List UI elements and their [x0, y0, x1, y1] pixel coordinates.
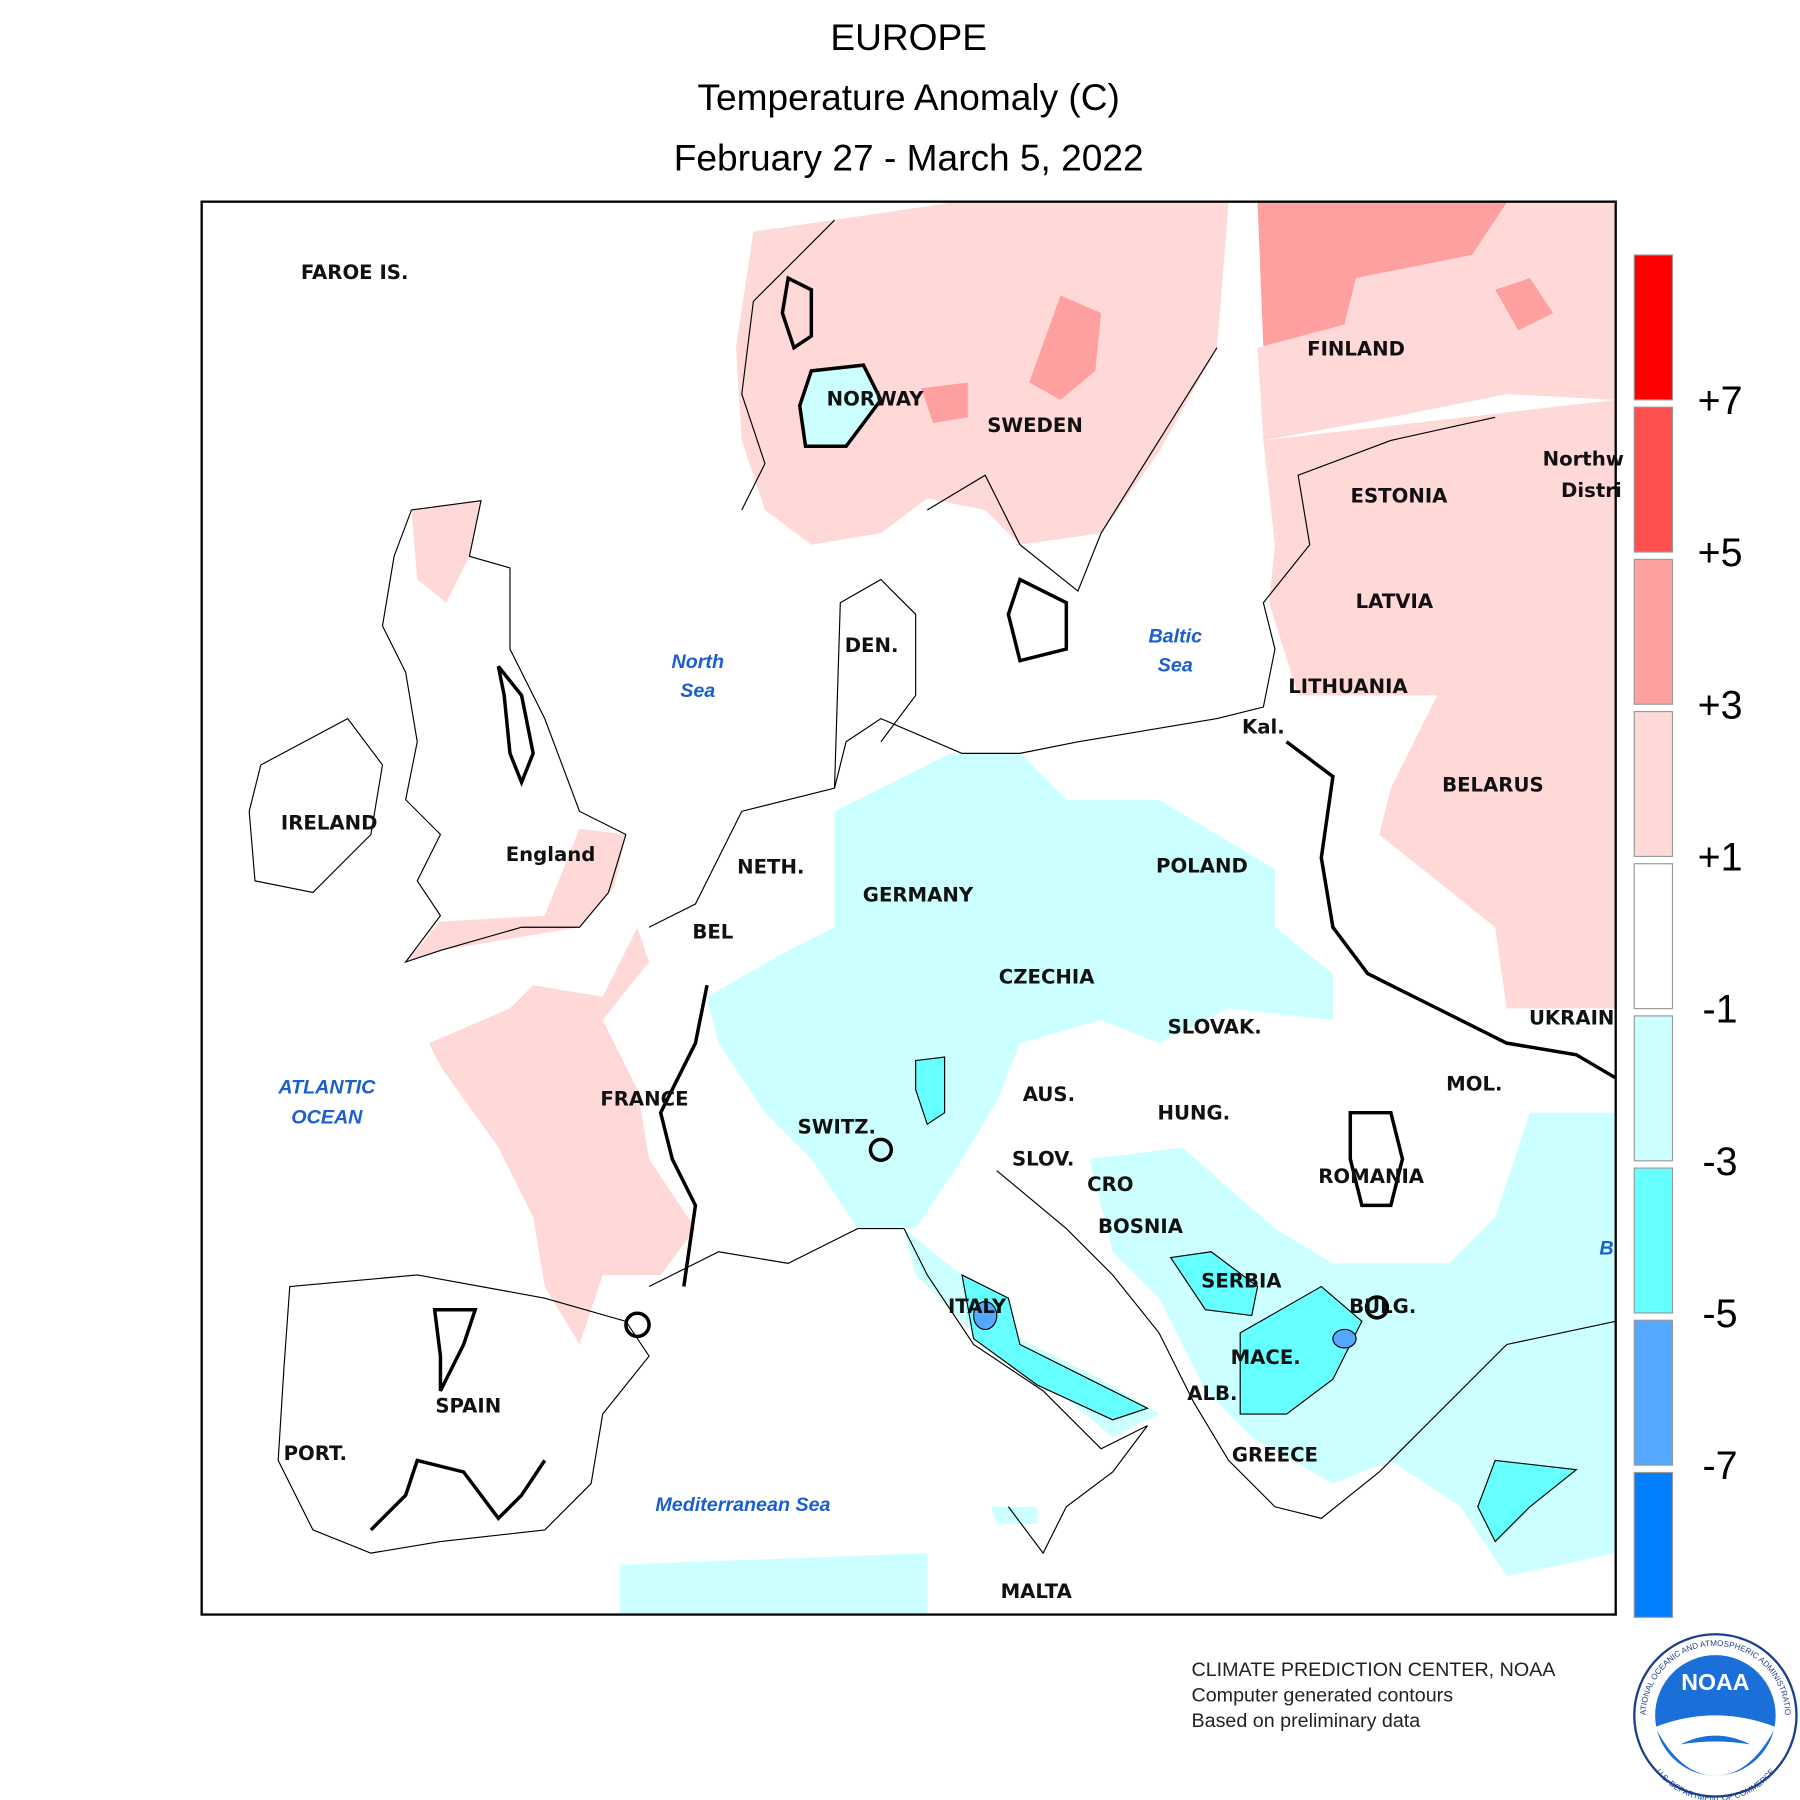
legend-swatch [1633, 254, 1674, 401]
footer-line: Based on preliminary data [1192, 1710, 1421, 1732]
place-label: BELARUS [1442, 773, 1544, 796]
legend-swatch [1633, 406, 1674, 553]
place-label: FRANCE [600, 1087, 688, 1110]
place-label: ESTONIA [1351, 485, 1449, 508]
date-range: February 27 - March 5, 2022 [674, 136, 1144, 178]
water-label: ATLANTIC [277, 1077, 376, 1099]
place-label: SLOVAK. [1168, 1016, 1262, 1039]
place-label: CRO [1087, 1173, 1133, 1196]
legend-swatch [1633, 710, 1674, 857]
legend-label: +7 [1698, 379, 1743, 423]
legend-swatch [1633, 1319, 1674, 1466]
place-label: CZECHIA [999, 966, 1095, 989]
footer-line: CLIMATE PREDICTION CENTER, NOAA [1192, 1659, 1557, 1681]
place-label: Distri [1561, 479, 1622, 502]
place-label: MACE. [1231, 1346, 1301, 1369]
place-label: GERMANY [863, 883, 974, 906]
water-label: OCEAN [291, 1107, 363, 1129]
legend-swatch [1633, 1015, 1674, 1162]
place-label: Northw [1543, 448, 1624, 471]
legend-swatch [1633, 1167, 1674, 1314]
place-label: BOSNIA [1098, 1215, 1184, 1238]
place-label: BEL [692, 921, 733, 944]
place-label: SLOV. [1012, 1148, 1074, 1171]
legend-swatch [1633, 1471, 1674, 1618]
legend-label: -5 [1703, 1292, 1738, 1336]
place-label: NETH. [737, 856, 804, 879]
water-label: North [671, 651, 724, 673]
legend-swatch [1633, 558, 1674, 705]
legend-label: -3 [1703, 1140, 1738, 1184]
place-label: DEN. [845, 634, 899, 657]
logo-text: NOAA [1681, 1669, 1749, 1695]
place-label: FAROE IS. [301, 261, 409, 284]
water-label: Sea [1158, 655, 1193, 677]
map-frame [200, 200, 1617, 1616]
place-label: POLAND [1156, 854, 1248, 877]
footer-line: Computer generated contours [1192, 1684, 1454, 1706]
title: EUROPE [830, 16, 987, 58]
water-label: Baltic [1148, 626, 1202, 648]
place-label: PORT. [284, 1442, 347, 1465]
place-label: HUNG. [1158, 1101, 1231, 1124]
place-label: MALTA [1001, 1580, 1073, 1603]
place-label: Kal. [1242, 715, 1285, 738]
place-label: SERBIA [1201, 1269, 1282, 1292]
place-label: SPAIN [435, 1395, 501, 1418]
place-label: AUS. [1023, 1083, 1075, 1106]
legend-label: -7 [1703, 1444, 1738, 1488]
place-label: LITHUANIA [1288, 675, 1408, 698]
place-label: England [506, 843, 596, 866]
legend-label: +3 [1698, 683, 1743, 727]
legend: +7 +5 +3 +1 -1 -3 -5 -7 [1633, 254, 1743, 1618]
place-label: IRELAND [281, 812, 378, 835]
legend-swatch [1633, 863, 1674, 1010]
place-label: ITALY [948, 1295, 1007, 1318]
place-label: UKRAIN [1529, 1006, 1614, 1029]
place-label: SWITZ. [798, 1115, 876, 1138]
place-label: ALB. [1187, 1382, 1237, 1405]
place-label: NORWAY [827, 387, 925, 410]
place-label: MOL. [1446, 1072, 1502, 1095]
map [201, 201, 1616, 1615]
water-label: B [1599, 1238, 1613, 1260]
legend-label: +5 [1698, 531, 1743, 575]
place-label: GREECE [1232, 1443, 1318, 1466]
legend-label: +1 [1698, 835, 1743, 879]
water-label: Sea [680, 680, 715, 702]
place-label: BULG. [1349, 1295, 1416, 1318]
place-label: LATVIA [1356, 590, 1434, 613]
subtitle: Temperature Anomaly (C) [697, 76, 1119, 118]
place-label: SWEDEN [987, 414, 1083, 437]
water-label: Mediterranean Sea [655, 1494, 830, 1516]
place-label: ROMANIA [1318, 1165, 1425, 1188]
map-labels: FAROE IS. FINLAND NORWAY SWEDEN ESTONIA North… [277, 261, 1624, 1603]
legend-label: -1 [1703, 988, 1738, 1032]
place-label: FINLAND [1307, 338, 1405, 361]
